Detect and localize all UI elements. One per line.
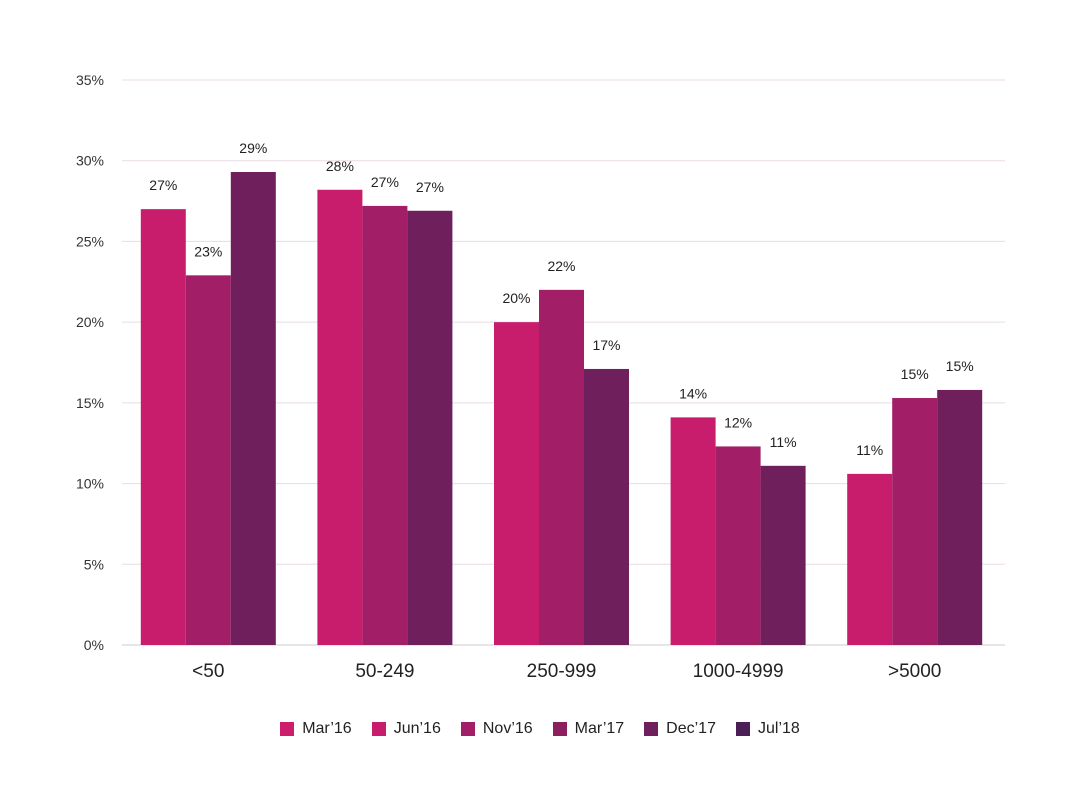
data-label: 27% bbox=[371, 174, 399, 190]
x-category-label: <50 bbox=[192, 661, 224, 682]
y-tick-label: 25% bbox=[76, 233, 104, 249]
bar-chart: 0% 5% 10% 15% 20% 25% 30% 35% 27% 23% 29% <50 28% 27%… bbox=[76, 72, 1005, 682]
bar bbox=[715, 446, 761, 645]
bar bbox=[760, 465, 806, 645]
data-label: 28% bbox=[326, 158, 354, 174]
data-label: 12% bbox=[724, 414, 752, 430]
y-tick-label: 35% bbox=[76, 72, 104, 88]
x-category-label: 250-999 bbox=[527, 661, 597, 682]
legend-item: Mar’17 bbox=[552, 720, 625, 738]
data-label: 29% bbox=[239, 140, 267, 156]
bar bbox=[140, 209, 186, 645]
legend-label: Jul’18 bbox=[757, 720, 800, 737]
bar bbox=[670, 417, 716, 645]
data-label: 27% bbox=[149, 177, 177, 193]
y-tick-label: 10% bbox=[76, 476, 104, 492]
x-category-label: >5000 bbox=[888, 661, 941, 682]
legend-label: Dec’17 bbox=[666, 720, 716, 737]
y-tick-label: 0% bbox=[84, 637, 104, 653]
legend-swatch bbox=[371, 722, 386, 736]
data-label: 11% bbox=[856, 442, 883, 458]
legend-item: Jun’16 bbox=[371, 720, 441, 738]
y-tick-label: 15% bbox=[76, 395, 104, 411]
legend-swatch bbox=[280, 722, 295, 736]
bar bbox=[230, 172, 276, 645]
y-tick-label: 5% bbox=[84, 556, 104, 572]
legend-label: Mar’16 bbox=[302, 720, 352, 737]
legend: Mar’16 Jun’16 Nov’16 Mar’17 Dec’17 Jul’18 bbox=[0, 720, 1080, 738]
bar bbox=[584, 368, 629, 645]
x-category-label: 50-249 bbox=[355, 661, 414, 682]
legend-label: Jun’16 bbox=[393, 720, 441, 737]
legend-label: Mar’17 bbox=[574, 720, 625, 737]
bar bbox=[407, 210, 453, 645]
bar bbox=[317, 189, 363, 645]
bar bbox=[847, 473, 893, 645]
bar bbox=[539, 289, 584, 645]
legend-item: Dec’17 bbox=[644, 720, 716, 738]
legend-item: Nov’16 bbox=[460, 720, 533, 738]
data-label: 20% bbox=[502, 290, 530, 306]
data-label: 15% bbox=[946, 358, 974, 374]
bar bbox=[362, 205, 408, 645]
data-label: 17% bbox=[592, 337, 620, 353]
legend-item: Jul’18 bbox=[735, 720, 800, 738]
x-category-label: 1000-4999 bbox=[693, 661, 784, 682]
data-label: 27% bbox=[416, 179, 444, 195]
y-tick-label: 30% bbox=[76, 153, 104, 169]
legend-label: Nov’16 bbox=[482, 720, 533, 737]
bar bbox=[494, 322, 539, 645]
data-label: 11% bbox=[770, 434, 797, 450]
data-label: 14% bbox=[679, 385, 707, 401]
legend-swatch bbox=[460, 722, 475, 736]
data-label: 23% bbox=[194, 243, 222, 259]
bar bbox=[937, 389, 983, 645]
bar bbox=[892, 398, 938, 645]
legend-swatch bbox=[735, 722, 750, 736]
data-label: 22% bbox=[547, 258, 575, 274]
legend-swatch bbox=[552, 722, 567, 736]
y-tick-label: 20% bbox=[76, 314, 104, 330]
data-label: 15% bbox=[901, 366, 929, 382]
legend-swatch bbox=[644, 722, 659, 736]
legend-item: Mar’16 bbox=[280, 720, 352, 738]
bar bbox=[185, 275, 231, 645]
